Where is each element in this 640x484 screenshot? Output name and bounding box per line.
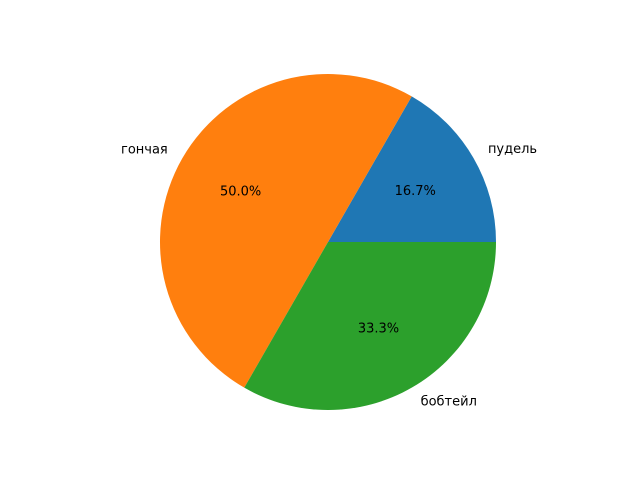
slice-label-0: пудель	[488, 142, 537, 157]
slice-percent-label-0: 16.7%	[395, 184, 436, 199]
pie-slice-0	[328, 96, 496, 242]
slice-percent-label-2: 33.3%	[358, 322, 399, 337]
pie-slices	[159, 73, 496, 411]
slice-label-2: бобтейл	[421, 394, 477, 409]
slice-percent-label-1: 50.0%	[220, 184, 261, 199]
slice-label-1: гончая	[121, 142, 168, 157]
pie-slice-2	[244, 242, 496, 411]
pie-slice-1	[159, 73, 412, 388]
pie-labels: пудель 16.7% гончая 50.0% бобтейл 33.3%	[121, 142, 537, 410]
